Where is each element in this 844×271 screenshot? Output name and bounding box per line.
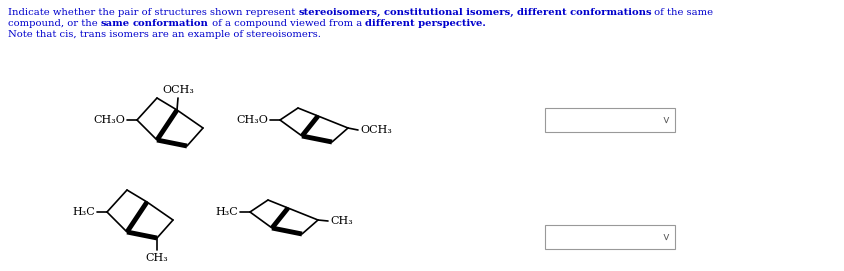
Text: CH₃O: CH₃O bbox=[235, 115, 268, 125]
Text: >: > bbox=[659, 116, 669, 124]
Text: OCH₃: OCH₃ bbox=[360, 125, 392, 135]
Text: different conformations: different conformations bbox=[517, 8, 651, 17]
Text: of the same: of the same bbox=[651, 8, 713, 17]
Text: conformation: conformation bbox=[133, 19, 208, 28]
Text: H₃C: H₃C bbox=[215, 207, 238, 217]
Text: Note that cis, trans isomers are an example of stereoisomers.: Note that cis, trans isomers are an exam… bbox=[8, 30, 321, 39]
Text: >: > bbox=[659, 233, 669, 241]
Bar bbox=[544, 225, 674, 249]
Text: CH₃: CH₃ bbox=[330, 216, 352, 226]
Text: compound, or the: compound, or the bbox=[8, 19, 100, 28]
Text: CH₃: CH₃ bbox=[145, 253, 168, 263]
Text: different perspective.: different perspective. bbox=[365, 19, 485, 28]
Text: stereoisomers,: stereoisomers, bbox=[298, 8, 381, 17]
Bar bbox=[544, 108, 674, 132]
Text: OCH₃: OCH₃ bbox=[162, 85, 194, 95]
Text: same: same bbox=[100, 19, 130, 28]
Text: CH₃O: CH₃O bbox=[93, 115, 125, 125]
Text: constitutional isomers,: constitutional isomers, bbox=[383, 8, 513, 17]
Text: H₃C: H₃C bbox=[73, 207, 95, 217]
Text: of a compound viewed from a: of a compound viewed from a bbox=[208, 19, 365, 28]
Text: Indicate whether the pair of structures shown represent: Indicate whether the pair of structures … bbox=[8, 8, 298, 17]
